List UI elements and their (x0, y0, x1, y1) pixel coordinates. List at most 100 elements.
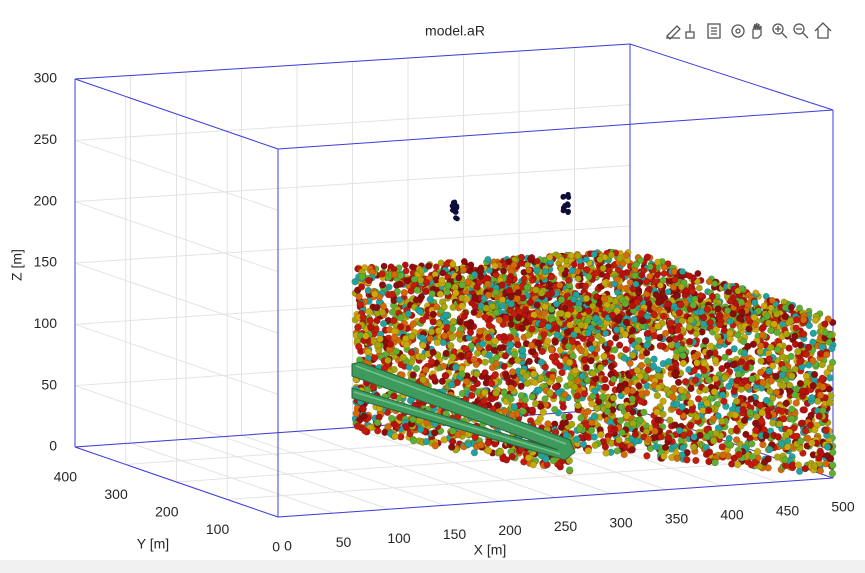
particle (650, 311, 659, 319)
particle (683, 456, 691, 464)
particle (617, 403, 626, 411)
particle (448, 443, 456, 451)
particle (741, 377, 749, 385)
particle (518, 324, 526, 332)
particle (352, 409, 360, 417)
particle (529, 461, 537, 469)
particle (601, 383, 609, 391)
particle (673, 400, 681, 408)
particle (809, 381, 817, 390)
particle (582, 294, 591, 303)
particle (449, 427, 457, 435)
particle (484, 439, 492, 447)
particle (660, 452, 668, 460)
particle (608, 311, 617, 319)
particle (590, 250, 598, 258)
particle (502, 314, 510, 322)
particle (822, 426, 830, 435)
particle (660, 263, 668, 271)
particle (674, 326, 682, 334)
x-tick-label: 250 (554, 518, 578, 534)
particle (671, 421, 679, 429)
particle (563, 328, 572, 336)
particle (390, 392, 398, 400)
particle (573, 435, 581, 443)
particle (781, 312, 789, 321)
particle (483, 374, 491, 382)
particle (537, 374, 545, 382)
box-edge (74, 407, 631, 448)
particle (758, 331, 767, 339)
particle (568, 267, 576, 275)
particle (661, 443, 670, 452)
box-edge (277, 109, 834, 150)
particle (628, 326, 637, 335)
particle (548, 353, 557, 361)
particle (521, 305, 530, 314)
particle (510, 261, 518, 269)
particle (819, 383, 827, 391)
particle (418, 316, 427, 324)
particle (528, 276, 536, 284)
particle (726, 317, 734, 326)
particle (616, 416, 625, 425)
particle (521, 396, 529, 404)
particle (467, 261, 475, 269)
particle (622, 318, 631, 326)
particle (624, 405, 633, 413)
particle (654, 366, 662, 374)
particle (574, 275, 582, 283)
particle (390, 333, 399, 341)
particle (802, 350, 810, 359)
particle (355, 343, 363, 351)
particle (700, 359, 708, 367)
particle (793, 316, 801, 324)
particle (473, 370, 481, 378)
particle (659, 276, 667, 284)
particle (364, 348, 372, 356)
cluster-particle (566, 194, 572, 200)
particle (737, 385, 745, 393)
particle (463, 320, 471, 328)
x-tick-label: 100 (387, 530, 411, 546)
particle (477, 273, 485, 281)
particle (378, 308, 387, 317)
particle (566, 466, 574, 474)
particle (492, 354, 501, 362)
particle (758, 324, 766, 333)
particle (816, 467, 825, 475)
particle (670, 268, 678, 276)
particle (449, 260, 457, 268)
particle (506, 334, 515, 342)
z-tick-label: 0 (49, 438, 57, 454)
particle (463, 378, 471, 386)
particle (575, 305, 583, 313)
particle (470, 449, 479, 457)
particle (492, 389, 500, 397)
particle (687, 316, 695, 324)
particle (810, 462, 819, 470)
particle (747, 395, 755, 403)
particle (440, 436, 448, 444)
particle (476, 327, 484, 336)
particle (584, 447, 592, 455)
particle (826, 363, 835, 372)
particle (767, 326, 775, 335)
z-tick-label: 50 (41, 376, 57, 392)
particle (378, 281, 387, 289)
particle (758, 409, 766, 417)
title: model.aR (425, 23, 485, 39)
particle (815, 454, 823, 462)
particle (528, 406, 537, 414)
particle (788, 405, 796, 413)
particle (452, 289, 460, 297)
particle (431, 429, 439, 437)
particle (640, 408, 648, 416)
particle (429, 310, 437, 319)
particle (692, 456, 700, 465)
particle (616, 255, 624, 263)
particle (578, 372, 587, 380)
particle (656, 342, 664, 350)
particle (681, 378, 690, 386)
particle (391, 432, 399, 440)
